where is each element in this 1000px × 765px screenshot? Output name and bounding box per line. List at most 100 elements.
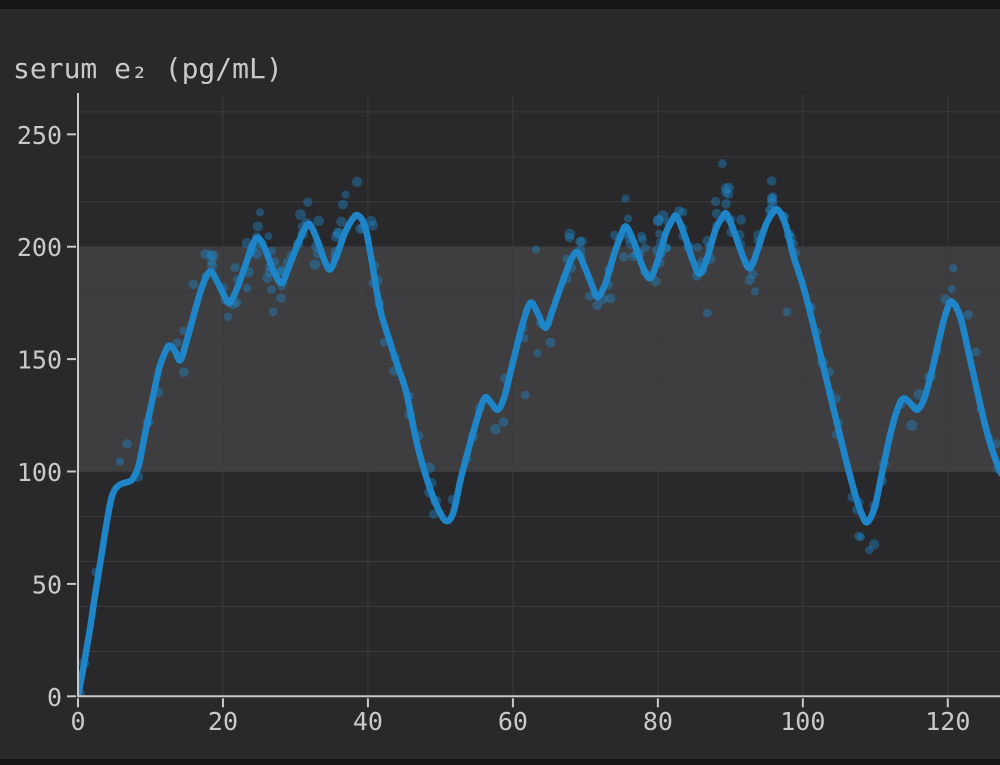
x-tick-label: 100 xyxy=(780,707,825,736)
scatter-point xyxy=(767,197,778,209)
scatter-point xyxy=(605,293,616,304)
scatter-point xyxy=(767,193,777,203)
scatter-point xyxy=(718,159,727,169)
scatter-point xyxy=(655,229,664,238)
scatter-point xyxy=(352,176,363,187)
scatter-point xyxy=(693,242,703,252)
x-tick-label: 20 xyxy=(208,707,238,736)
scatter-point xyxy=(721,188,731,198)
scatter-point xyxy=(854,531,864,541)
scatter-point xyxy=(637,231,647,241)
x-tick-label: 60 xyxy=(498,707,528,736)
scatter-point xyxy=(652,215,664,227)
scatter-point xyxy=(723,189,734,199)
x-tick-label: 120 xyxy=(925,707,970,736)
scatter-point xyxy=(251,248,263,260)
scatter-point xyxy=(624,214,633,223)
scatter-point xyxy=(172,338,182,348)
scatter-point xyxy=(178,367,189,377)
scatter-point xyxy=(702,308,712,318)
scatter-point xyxy=(868,539,880,550)
scatter-point xyxy=(906,419,918,431)
scatter-point xyxy=(498,417,509,427)
scatter-point xyxy=(207,256,217,266)
scatter-point xyxy=(710,196,721,207)
top-letterbox-strip xyxy=(0,0,1000,9)
scatter-point xyxy=(255,208,265,217)
scatter-point xyxy=(490,423,501,435)
scatter-point xyxy=(750,287,760,296)
scatter-point xyxy=(619,251,629,262)
scatter-point xyxy=(564,228,576,240)
scatter-point xyxy=(621,194,630,203)
scatter-point xyxy=(678,207,688,217)
scatter-point xyxy=(711,208,722,219)
scatter-point xyxy=(963,310,973,320)
x-tick-label: 80 xyxy=(643,707,673,736)
scatter-point xyxy=(122,439,132,449)
scatter-point xyxy=(205,250,216,261)
y-tick-label: 250 xyxy=(17,121,62,150)
scatter-point xyxy=(331,231,342,242)
scatter-point xyxy=(638,235,647,245)
scatter-point xyxy=(736,214,747,225)
scatter-point xyxy=(744,275,755,286)
scatter-point xyxy=(242,283,252,293)
scatter-point xyxy=(545,337,556,348)
scatter-point xyxy=(577,236,587,247)
scatter-point xyxy=(575,236,585,247)
y-tick-label: 150 xyxy=(17,346,62,375)
scatter-point xyxy=(640,243,650,253)
scatter-point xyxy=(207,250,219,261)
scatter-point xyxy=(856,532,866,542)
bottom-letterbox-strip xyxy=(0,759,1000,765)
scatter-point xyxy=(115,457,125,466)
scatter-point xyxy=(230,263,240,272)
scatter-point xyxy=(252,221,263,232)
scatter-point xyxy=(766,176,777,186)
scatter-point xyxy=(303,197,313,207)
y-tick-label: 200 xyxy=(17,233,62,262)
scatter-point xyxy=(200,249,211,259)
scatter-point xyxy=(720,183,731,194)
scatter-point xyxy=(564,233,575,243)
trend-line xyxy=(78,205,1000,698)
scatter-point xyxy=(336,216,347,227)
scatter-point xyxy=(262,273,273,283)
y-tick-label: 100 xyxy=(17,458,62,487)
reference-band xyxy=(79,246,1000,472)
x-tick-label: 0 xyxy=(70,707,85,736)
scatter-point xyxy=(368,220,379,231)
scatter-point xyxy=(747,269,758,280)
y-tick-label: 50 xyxy=(32,570,62,599)
chart-title: serum e₂ (pg/mL) xyxy=(13,52,283,85)
scatter-point xyxy=(768,192,778,202)
scatter-point xyxy=(949,264,958,273)
scatter-point xyxy=(313,215,324,227)
scatter-point xyxy=(723,182,735,193)
scatter-point xyxy=(782,307,792,317)
scatter-point xyxy=(520,390,530,400)
scatter-point xyxy=(223,312,233,321)
scatter-point xyxy=(366,215,377,227)
scatter-point xyxy=(268,307,278,317)
scatter-point xyxy=(531,245,541,254)
scatter-point xyxy=(592,300,603,311)
x-tick-label: 40 xyxy=(353,707,383,736)
scatter-point xyxy=(267,285,276,295)
scatter-point xyxy=(657,210,669,222)
scatter-point xyxy=(338,199,348,210)
scatter-point xyxy=(767,194,777,205)
scatter-point xyxy=(971,347,981,357)
scatter-point xyxy=(865,546,874,555)
scatter-point xyxy=(947,285,956,294)
scatter-point xyxy=(295,209,306,221)
scatter-point xyxy=(309,259,321,270)
scatter-point xyxy=(341,190,350,199)
scatter-point xyxy=(276,293,286,304)
scatter-point xyxy=(653,214,664,226)
scatter-point xyxy=(188,279,199,290)
scatter-point xyxy=(721,199,731,209)
